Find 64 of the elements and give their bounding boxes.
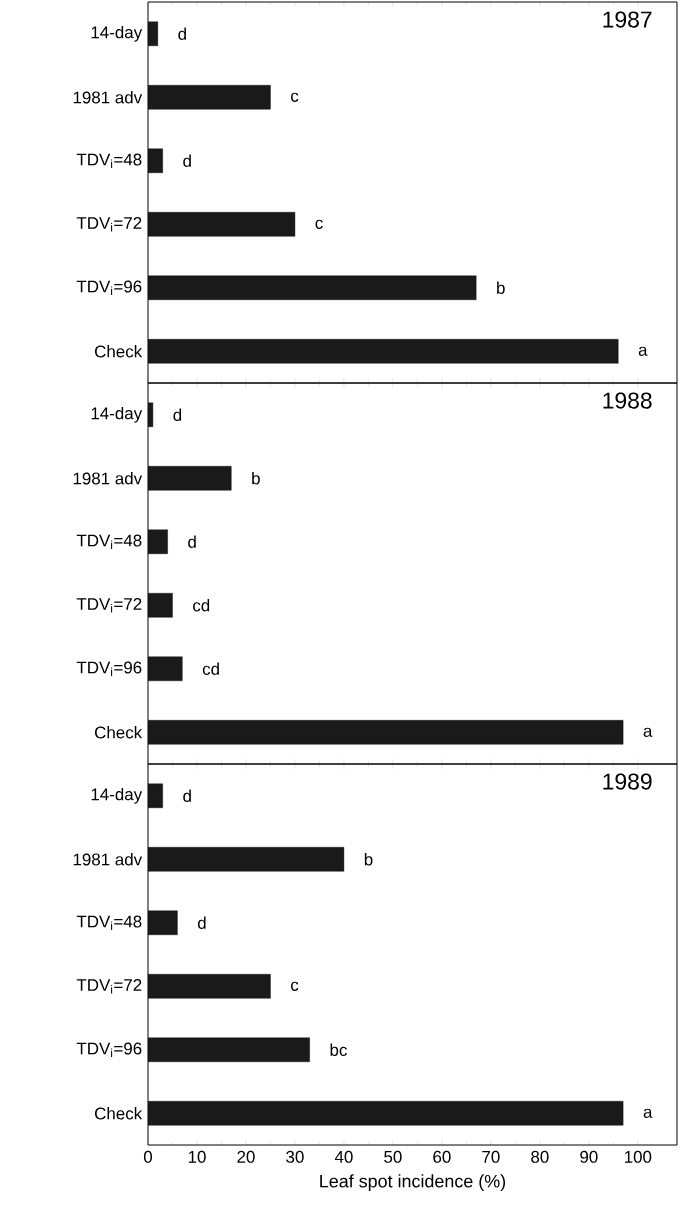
y-tick-label: Check — [95, 726, 143, 739]
bar — [148, 847, 345, 872]
bar — [148, 720, 624, 745]
bar — [148, 1101, 624, 1126]
y-tick-label: TDV$_{i}$=96 — [76, 661, 142, 677]
y-tick-label: TDV$_{i}$=48 — [76, 534, 142, 550]
x-tick-label: 40 — [334, 1150, 353, 1163]
y-tick-label: TDV$_{i}$=72 — [76, 598, 142, 613]
y-tick-label: TDV$_{i}$=72 — [76, 217, 142, 232]
data-label: d — [178, 27, 186, 40]
data-label: c — [291, 981, 299, 991]
x-tick-label: 90 — [580, 1150, 598, 1163]
data-label: d — [197, 916, 206, 929]
data-label: a — [643, 1108, 653, 1118]
y-tick-label: 1981 adv — [73, 91, 143, 104]
data-label: a — [643, 727, 653, 737]
bar — [148, 466, 232, 491]
y-tick-label: TDV$_{i}$=96 — [76, 280, 142, 296]
y-tick-label: 1981 adv — [73, 472, 143, 485]
chart-title: 1988 — [603, 392, 652, 409]
y-tick-label: 14-day — [91, 406, 143, 423]
data-label: d — [183, 154, 191, 167]
bar — [148, 275, 477, 300]
data-label: cd — [202, 662, 219, 675]
bar — [148, 85, 271, 110]
y-tick-label: Check — [95, 345, 143, 358]
data-label: d — [173, 408, 182, 421]
data-label: b — [252, 472, 260, 485]
chart-title: 1989 — [603, 773, 652, 790]
bar — [148, 593, 173, 618]
x-tick-label: 10 — [188, 1150, 206, 1163]
y-tick-label: 1981 adv — [73, 853, 143, 866]
data-label: bc — [330, 1043, 347, 1056]
data-label: cd — [193, 599, 210, 612]
y-tick-label: TDV$_{i}$=96 — [76, 1042, 142, 1058]
data-label: d — [188, 535, 196, 548]
bar — [148, 910, 178, 935]
bar — [148, 339, 619, 364]
y-tick-label: TDV$_{i}$=72 — [76, 979, 142, 994]
data-label: c — [291, 92, 299, 102]
data-label: d — [183, 789, 191, 802]
data-label: b — [364, 853, 373, 866]
x-tick-label: 30 — [286, 1150, 304, 1163]
x-tick-label: 60 — [433, 1150, 451, 1163]
chart-title: 1987 — [603, 11, 652, 28]
bar — [148, 974, 271, 999]
x-tick-label: 0 — [143, 1150, 153, 1163]
data-label: b — [497, 281, 505, 294]
bar — [148, 212, 296, 237]
bar — [148, 1037, 310, 1062]
x-axis-title: Leaf spot incidence (%) — [320, 1174, 506, 1192]
y-tick-label: 14-day — [91, 25, 143, 42]
y-tick-label: TDV$_{i}$=48 — [76, 915, 142, 931]
data-label: c — [315, 219, 323, 229]
y-tick-label: TDV$_{i}$=48 — [76, 153, 142, 169]
y-tick-label: Check — [95, 1107, 143, 1120]
x-tick-label: 80 — [531, 1150, 549, 1163]
x-tick-label: 70 — [482, 1150, 500, 1163]
x-tick-label: 20 — [237, 1150, 255, 1163]
x-tick-label: 100 — [624, 1150, 652, 1163]
x-tick-label: 50 — [384, 1150, 402, 1163]
data-label: a — [638, 346, 648, 356]
bar — [148, 656, 183, 681]
y-tick-label: 14-day — [91, 787, 143, 804]
